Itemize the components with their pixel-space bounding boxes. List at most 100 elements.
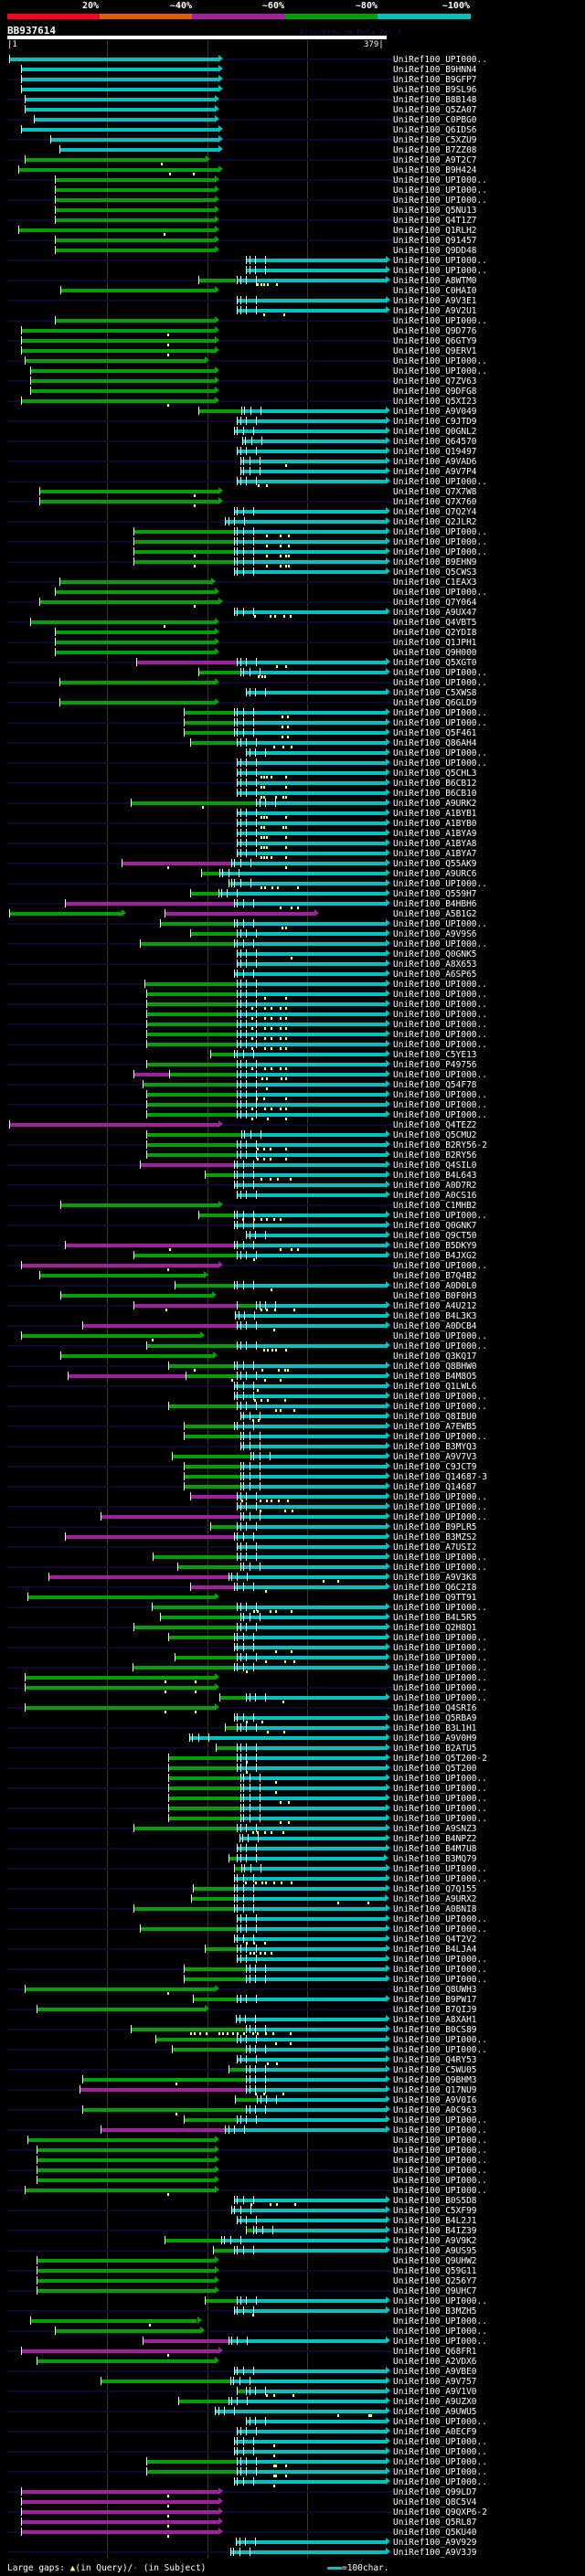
alignment-row[interactable]: UniRef100_Q1LWL6 <box>0 1382 585 1392</box>
alignment-row[interactable]: UniRef100_Q0GNK5 <box>0 949 585 959</box>
hit-label[interactable]: UniRef100_UPI000.. <box>393 1774 487 1784</box>
alignment-segment[interactable] <box>225 520 386 524</box>
alignment-row[interactable]: UniRef100_Q5KU40 <box>0 2528 585 2538</box>
alignment-row[interactable]: UniRef100_A9V0I6 <box>0 2095 585 2105</box>
hit-label[interactable]: UniRef100_A1BYB1 <box>393 809 477 819</box>
alignment-row[interactable]: UniRef100_Q9QXP6-2 <box>0 2507 585 2518</box>
alignment-segment[interactable] <box>189 741 238 745</box>
hit-label[interactable]: UniRef100_Q8C5V4 <box>393 2497 477 2507</box>
alignment-segment[interactable] <box>9 912 122 916</box>
hit-label[interactable]: UniRef100_Q4SRI6 <box>393 1703 477 1713</box>
alignment-segment[interactable] <box>145 1043 238 1046</box>
alignment-row[interactable]: UniRef100_A2VDX6 <box>0 2357 585 2367</box>
alignment-segment[interactable] <box>60 1203 218 1207</box>
alignment-segment[interactable] <box>205 1173 235 1177</box>
alignment-segment[interactable] <box>237 2460 386 2464</box>
alignment-segment[interactable] <box>237 1756 386 1760</box>
hit-label[interactable]: UniRef100_Q1RLH2 <box>393 226 477 236</box>
alignment-row[interactable]: UniRef100_Q0GNK7 <box>0 1221 585 1231</box>
hit-label[interactable]: UniRef100_Q2H8Q1 <box>393 1623 477 1633</box>
hit-label[interactable]: UniRef100_Q86AH4 <box>393 738 477 748</box>
hit-label[interactable]: UniRef100_Q3KQ17 <box>393 1352 477 1362</box>
hit-label[interactable]: UniRef100_UPI000.. <box>393 537 487 547</box>
alignment-segment[interactable] <box>24 158 207 162</box>
alignment-row[interactable]: UniRef100_Q5T200 <box>0 1764 585 1774</box>
alignment-segment[interactable] <box>234 510 386 514</box>
hit-label[interactable]: UniRef100_UPI000.. <box>393 2035 487 2045</box>
alignment-row[interactable]: UniRef100_UPI000.. <box>0 1804 585 1814</box>
alignment-segment[interactable] <box>237 952 386 956</box>
alignment-segment[interactable] <box>54 249 216 252</box>
hit-label[interactable]: UniRef100_UPI000.. <box>393 2437 487 2447</box>
alignment-segment[interactable] <box>240 1867 386 1871</box>
alignment-row[interactable]: UniRef100_UPI000.. <box>0 2115 585 2125</box>
alignment-segment[interactable] <box>246 2048 386 2051</box>
alignment-row[interactable]: UniRef100_B9SL96 <box>0 85 585 95</box>
hit-label[interactable]: UniRef100_B3L1H1 <box>393 1723 477 1733</box>
alignment-row[interactable]: UniRef100_UPI000.. <box>0 1100 585 1110</box>
alignment-row[interactable]: UniRef100_UPI000.. <box>0 1693 585 1703</box>
hit-label[interactable]: UniRef100_Q0GNK7 <box>393 1221 477 1231</box>
alignment-row[interactable]: UniRef100_B5DKY9 <box>0 1241 585 1251</box>
alignment-segment[interactable] <box>237 2118 386 2122</box>
hit-label[interactable]: UniRef100_UPI000.. <box>393 1392 487 1402</box>
alignment-segment[interactable] <box>36 2008 206 2011</box>
hit-label[interactable]: UniRef100_UPI000.. <box>393 2115 487 2125</box>
alignment-row[interactable]: UniRef100_Q4T2V2 <box>0 1935 585 1945</box>
alignment-row[interactable]: UniRef100_Q6IDS6 <box>0 125 585 135</box>
alignment-row[interactable]: UniRef100_UPI000.. <box>0 1402 585 1412</box>
alignment-row[interactable]: UniRef100_UPI000.. <box>0 1512 585 1522</box>
alignment-segment[interactable] <box>213 2249 235 2253</box>
hit-label[interactable]: UniRef100_B4JXG2 <box>393 1251 477 1261</box>
alignment-row[interactable]: UniRef100_UPI000.. <box>0 1261 585 1271</box>
alignment-segment[interactable] <box>237 2219 386 2222</box>
hit-label[interactable]: UniRef100_Q6C2I8 <box>393 1583 477 1593</box>
alignment-segment[interactable] <box>54 590 216 594</box>
alignment-row[interactable]: UniRef100_A0D7R2 <box>0 1181 585 1191</box>
alignment-segment[interactable] <box>218 1696 247 1700</box>
alignment-row[interactable]: UniRef100_A9T2C7 <box>0 155 585 165</box>
alignment-row[interactable]: UniRef100_C5YE13 <box>0 1050 585 1060</box>
hit-label[interactable]: UniRef100_A0CS16 <box>393 1191 477 1201</box>
hit-label[interactable]: UniRef100_Q5XGT0 <box>393 658 477 668</box>
alignment-segment[interactable] <box>24 1706 216 1710</box>
hit-label[interactable]: UniRef100_A8WTM0 <box>393 276 477 286</box>
alignment-row[interactable]: UniRef100_B4LJA4 <box>0 1945 585 1955</box>
alignment-segment[interactable] <box>21 2490 218 2494</box>
alignment-segment[interactable] <box>155 2038 238 2041</box>
alignment-segment[interactable] <box>246 1234 386 1237</box>
hit-label[interactable]: UniRef100_Q9UHC7 <box>393 2286 477 2296</box>
hit-label[interactable]: UniRef100_C5XWS8 <box>393 688 477 698</box>
alignment-segment[interactable] <box>197 671 240 674</box>
hit-label[interactable]: UniRef100_B4NPZ2 <box>393 1834 477 1844</box>
alignment-segment[interactable] <box>234 1224 386 1227</box>
alignment-segment[interactable] <box>24 2189 216 2192</box>
alignment-row[interactable]: UniRef100_UPI000.. <box>0 2035 585 2045</box>
alignment-segment[interactable] <box>186 1374 238 1378</box>
hit-label[interactable]: UniRef100_B6CB12 <box>393 779 477 789</box>
alignment-row[interactable]: UniRef100_A4U212 <box>0 1301 585 1311</box>
alignment-segment[interactable] <box>48 1575 229 1579</box>
hit-label[interactable]: UniRef100_UPI000.. <box>393 1331 487 1341</box>
alignment-row[interactable]: UniRef100_A7EWB5 <box>0 1422 585 1432</box>
alignment-row[interactable]: UniRef100_Q9TT91 <box>0 1593 585 1603</box>
alignment-segment[interactable] <box>145 1033 238 1036</box>
alignment-row[interactable]: UniRef100_UPI000.. <box>0 1914 585 1924</box>
hit-label[interactable]: UniRef100_Q9ERV1 <box>393 346 477 356</box>
alignment-segment[interactable] <box>167 1776 240 1780</box>
alignment-row[interactable]: UniRef100_UPI000.. <box>0 2296 585 2306</box>
alignment-segment[interactable] <box>237 419 386 423</box>
alignment-row[interactable]: UniRef100_UPI000.. <box>0 1010 585 1020</box>
alignment-row[interactable]: UniRef100_UPI000.. <box>0 266 585 276</box>
alignment-segment[interactable] <box>133 1666 235 1670</box>
hit-label[interactable]: UniRef100_B4M7U8 <box>393 1844 477 1854</box>
alignment-segment[interactable] <box>18 228 216 232</box>
alignment-row[interactable]: UniRef100_A9VAD6 <box>0 457 585 467</box>
alignment-row[interactable]: UniRef100_Q14687 <box>0 1482 585 1492</box>
hit-label[interactable]: UniRef100_Q5F461 <box>393 728 477 738</box>
alignment-segment[interactable] <box>237 1093 386 1097</box>
hit-label[interactable]: UniRef100_B9HNN4 <box>393 65 477 75</box>
alignment-segment[interactable] <box>159 922 235 926</box>
alignment-row[interactable]: UniRef100_B6CB12 <box>0 779 585 789</box>
alignment-segment[interactable] <box>237 1153 386 1157</box>
